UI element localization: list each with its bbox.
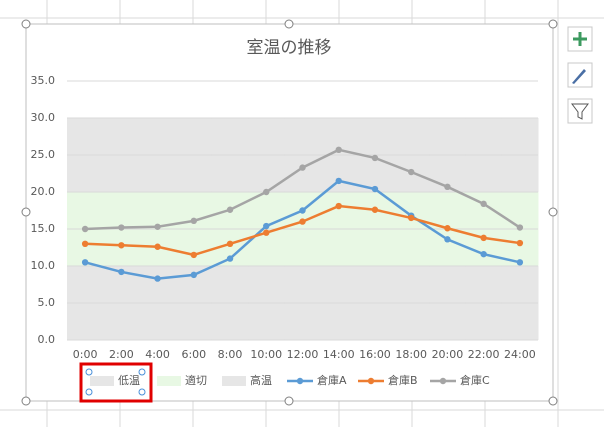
y-tick-label: 0.0: [38, 333, 56, 346]
x-tick-label: 14:00: [323, 348, 355, 361]
y-tick-label: 15.0: [31, 222, 56, 235]
data-point: [118, 268, 125, 276]
data-point: [444, 183, 451, 191]
y-tick-label: 10.0: [31, 259, 56, 272]
data-point: [226, 255, 234, 262]
plus-icon: [573, 32, 587, 46]
x-tick-label: 2:00: [109, 348, 134, 361]
chart-buttons[interactable]: [567, 26, 593, 124]
data-point: [154, 243, 161, 250]
legend-label: 倉庫A: [317, 373, 347, 387]
legend-handles: [85, 368, 146, 396]
x-tick-label: 22:00: [468, 348, 500, 361]
data-point: [335, 177, 342, 185]
data-point: [407, 168, 415, 176]
data-point: [154, 275, 161, 282]
chart-handles: [21, 19, 558, 406]
legend-label: 高温: [250, 373, 272, 387]
x-tick-label: 12:00: [287, 348, 319, 361]
data-point: [299, 207, 306, 214]
x-tick-label: 10:00: [250, 348, 282, 361]
brush-icon: [572, 69, 586, 84]
highlight-box: [79, 362, 153, 403]
x-tick-label: 6:00: [181, 348, 206, 361]
legend-swatch: [222, 376, 246, 386]
data-point: [299, 164, 306, 171]
x-tick-label: 20:00: [432, 348, 464, 361]
data-point: [516, 239, 524, 247]
x-tick-label: 4:00: [145, 348, 170, 361]
y-tick-label: 30.0: [31, 111, 56, 124]
legend-swatch: [90, 376, 114, 386]
data-point: [226, 240, 234, 247]
data-point: [299, 218, 306, 225]
data-point: [407, 214, 415, 222]
legend-label: 倉庫B: [388, 373, 418, 387]
x-tick-label: 24:00: [504, 348, 536, 361]
y-tick-label: 20.0: [31, 185, 56, 198]
data-point: [444, 236, 451, 243]
data-point: [335, 146, 342, 154]
x-tick-label: 18:00: [395, 348, 427, 361]
data-point: [335, 202, 342, 210]
filter-button[interactable]: [567, 98, 593, 124]
legend-label: 適切: [185, 373, 207, 387]
data-point: [480, 250, 487, 258]
chart-title: 室温の推移: [247, 38, 332, 58]
data-point: [118, 224, 125, 231]
data-point: [190, 271, 198, 279]
data-point: [263, 229, 270, 236]
legend-marker: [439, 377, 447, 385]
legend-label: 倉庫C: [460, 373, 490, 387]
filter-icon: [571, 103, 589, 120]
x-tick-label: 16:00: [359, 348, 391, 361]
data-point: [154, 223, 161, 230]
x-tick-label: 0:00: [73, 348, 98, 361]
data-point: [263, 222, 270, 230]
legend-swatch: [157, 376, 181, 386]
data-point: [371, 154, 379, 162]
data-point: [371, 206, 379, 213]
data-point: [480, 200, 487, 208]
data-point: [81, 240, 89, 247]
legend-marker: [367, 377, 375, 385]
y-tick-label: 5.0: [38, 296, 56, 309]
y-tick-label: 25.0: [31, 148, 56, 161]
data-point: [263, 188, 270, 196]
data-point: [81, 225, 89, 233]
data-point: [480, 234, 487, 242]
data-point: [118, 242, 125, 249]
data-point: [444, 225, 451, 232]
data-point: [190, 251, 198, 259]
plot: 0.0 5.0 10.0 15.0 20.0 25.0 30.0 35.0 0:00 2:00 4:…: [31, 74, 539, 361]
x-tick-label: 8:00: [218, 348, 243, 361]
data-point: [226, 206, 234, 213]
legend-label: 低温: [118, 374, 140, 387]
data-point: [81, 259, 89, 266]
y-tick-label: 35.0: [31, 74, 56, 87]
data-point: [516, 259, 524, 266]
data-point: [371, 185, 379, 193]
data-point: [516, 224, 524, 231]
data-point: [190, 217, 198, 225]
legend-marker: [296, 377, 304, 385]
